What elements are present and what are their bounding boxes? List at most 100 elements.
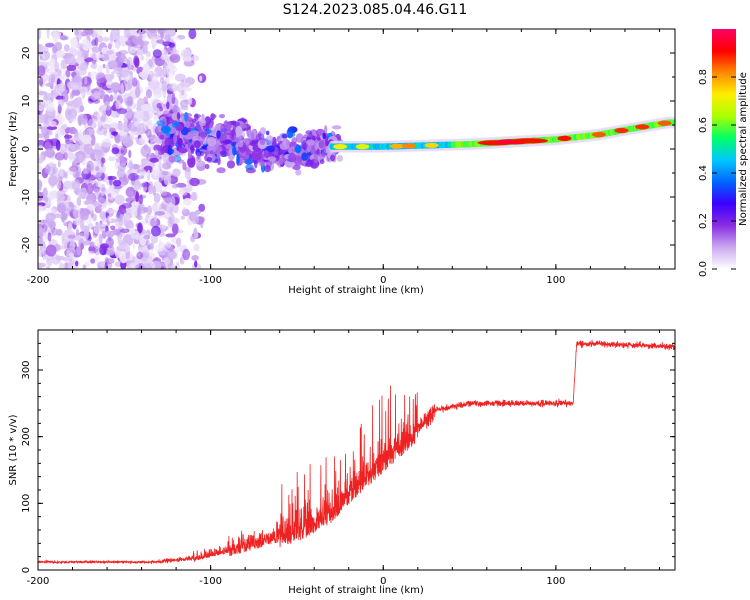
heatmap-cell: [180, 80, 186, 88]
heatmap-cell: [43, 113, 49, 125]
snr-line: [38, 339, 675, 565]
heatmap-cell: [123, 78, 127, 85]
heatmap-cell: [194, 260, 198, 268]
heatmap-cell: [168, 42, 175, 48]
heatmap-cell: [305, 159, 314, 167]
heatmap-cell: [166, 176, 170, 181]
heatmap-cell: [424, 142, 439, 148]
heatmap-cell: [115, 211, 122, 223]
heatmap-cell: [91, 60, 98, 70]
heatmap-cell: [216, 167, 226, 174]
heatmap-cell: [181, 89, 185, 96]
heatmap-cell: [102, 53, 110, 61]
heatmap-cell: [81, 134, 92, 145]
heatmap-cell: [59, 35, 69, 41]
heatmap-cell: [295, 169, 302, 176]
heatmap-cell: [156, 261, 164, 268]
heatmap-cell: [183, 198, 192, 206]
heatmap-cell: [92, 167, 103, 178]
heatmap-cell: [69, 252, 74, 259]
heatmap-cell: [69, 209, 80, 219]
heatmap-cell: [57, 160, 61, 168]
heatmap-cell: [59, 167, 64, 177]
heatmap-cell: [162, 162, 171, 170]
heatmap-cell: [55, 228, 63, 236]
heatmap-cell: [75, 260, 79, 267]
heatmap-cell: [119, 208, 127, 214]
heatmap-cell: [38, 263, 45, 268]
heatmap-cell: [145, 128, 152, 138]
heatmap-cell: [232, 145, 237, 156]
heatmap-cell: [57, 98, 65, 107]
heatmap-cell: [149, 79, 160, 90]
heatmap-cell: [161, 255, 165, 261]
heatmap-cell: [182, 207, 187, 214]
heatmap-cell: [133, 120, 140, 128]
heatmap-cell: [65, 69, 71, 78]
y-tick-label: -10: [21, 189, 32, 205]
heatmap-cell: [128, 159, 133, 170]
heatmap-cell: [69, 126, 77, 135]
heatmap-cell: [191, 55, 200, 62]
heatmap-cell: [151, 165, 161, 177]
heatmap-cell: [139, 206, 148, 214]
heatmap-cell: [44, 92, 55, 102]
heatmap-cell: [88, 250, 95, 255]
snr-panel: -200 -100 0 100 0 100 200 300 Height of straigh…: [8, 329, 676, 596]
heatmap-cell: [512, 138, 548, 144]
heatmap-cell: [93, 90, 101, 100]
heatmap-cell: [166, 47, 172, 53]
heatmap-cell: [142, 244, 147, 249]
heatmap-cell: [80, 62, 89, 71]
heatmap-cell: [131, 206, 138, 218]
heatmap-cell: [104, 230, 115, 238]
x-tick-label: 100: [546, 275, 565, 286]
heatmap-cell: [106, 209, 117, 214]
heatmap-cell: [90, 134, 96, 147]
heatmap-cell: [137, 204, 141, 217]
heatmap-cell: [155, 193, 161, 202]
heatmap-cell: [73, 221, 84, 226]
heatmap-cell: [143, 234, 150, 240]
heatmap-cell: [81, 38, 90, 51]
heatmap-cell: [160, 31, 164, 40]
heatmap-cell: [331, 125, 342, 130]
heatmap-cell: [138, 135, 150, 145]
spectrogram-heatmap: [38, 29, 675, 269]
heatmap-cell: [149, 157, 159, 163]
heatmap-cell: [151, 201, 162, 214]
heatmap-cell: [112, 179, 122, 187]
heatmap-cell: [110, 82, 121, 92]
heatmap-cell: [125, 186, 136, 198]
heatmap-cell: [116, 108, 128, 115]
heatmap-cell: [60, 59, 67, 70]
heatmap-cell: [614, 127, 629, 134]
heatmap-cell: [93, 225, 101, 235]
heatmap-cell: [164, 257, 171, 264]
heatmap-cell: [58, 262, 64, 269]
heatmap-cell: [141, 218, 146, 226]
heatmap-cell: [56, 193, 66, 201]
heatmap-cell: [152, 49, 162, 59]
heatmap-cell: [95, 74, 106, 84]
heatmap-cell: [259, 127, 267, 136]
heatmap-cell: [46, 259, 53, 267]
heatmap-cell: [148, 59, 153, 68]
heatmap-cell: [93, 253, 100, 266]
heatmap-cell: [175, 130, 179, 136]
heatmap-cell: [38, 219, 50, 224]
heatmap-cell: [132, 243, 136, 250]
heatmap-cell: [51, 206, 58, 213]
heatmap-cell: [264, 165, 271, 173]
heatmap-cell: [129, 131, 135, 139]
heatmap-cell: [173, 132, 178, 144]
heatmap-cell: [90, 63, 97, 69]
heatmap-cell: [592, 132, 606, 138]
heatmap-cell: [54, 213, 63, 219]
y-tick-label: 0: [21, 146, 32, 152]
heatmap-cell: [191, 255, 199, 261]
heatmap-cell: [55, 139, 61, 151]
heatmap-cell: [171, 196, 176, 207]
